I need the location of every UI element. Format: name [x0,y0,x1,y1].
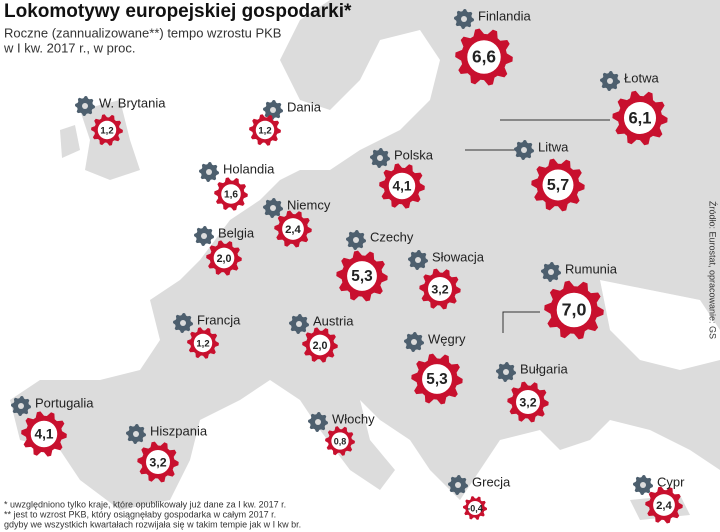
small-gear-hole [296,321,302,327]
title: Lokomotywy europejskiej gospodarki* [4,1,352,22]
country-name: Czechy [370,229,414,244]
gear-centre [653,494,675,516]
value-label: 3,2 [431,282,448,296]
country-name: Hiszpania [150,423,208,438]
value-label: 2,4 [656,500,672,512]
small-gear-hole [206,169,212,175]
small-gear-hole [353,237,359,243]
gear-centre [542,169,574,201]
country-name: Portugalia [35,395,94,410]
footnote: ** jest to wzrost PKB, który osiągnęłaby… [4,509,276,519]
value-label: 4,1 [34,427,53,442]
small-gear-hole [455,482,461,488]
gear-centre [30,420,58,448]
small-gear-hole [548,269,554,275]
country-name: Grecja [472,474,511,489]
value-label: 3,2 [149,455,166,469]
gear-centre [282,218,304,240]
small-gear-hole [315,419,321,425]
small-gear-hole [18,403,24,409]
small-gear-hole [82,103,88,109]
black-sea [600,280,720,370]
country-name: Rumunia [565,261,618,276]
value-label: 5,7 [547,177,569,194]
small-gear-hole [411,339,417,345]
value-label: 3,2 [519,395,536,409]
value-label: 1,6 [224,190,238,201]
gear-centre [422,364,452,394]
small-gear-hole [180,320,186,326]
gear-centre [97,120,117,140]
country-name: Słowacja [432,249,485,264]
source: Źródło: Eurostat, opracowanie: GS [708,201,718,339]
value-label: 1,2 [196,339,209,350]
gear-centre [221,184,241,204]
subtitle: w I kw. 2017 r., w proc. [3,40,136,55]
country-name: Niemcy [287,197,331,212]
small-gear-hole [415,257,421,263]
country-name: Bułgaria [520,361,568,376]
value-label: 2,0 [313,340,328,352]
small-gear-hole [607,78,613,84]
gear-centre [347,261,377,291]
value-label: 7,0 [562,300,587,320]
ireland [60,125,80,158]
value-label: 5,3 [351,268,372,285]
value-label: 4,1 [392,179,411,194]
value-label: -0,4 [467,503,483,513]
gear-centre [556,292,592,328]
country-name: Łotwa [624,70,659,85]
value-label: 0,8 [334,436,347,446]
small-gear-hole [503,369,509,375]
country-name: Węgry [428,331,466,346]
country-name: W. Brytania [99,95,166,110]
subtitle: Roczne (zannualizowane**) tempo wzrostu … [4,25,281,40]
gear-centre [428,277,452,301]
land [10,0,720,520]
gear-centre [468,501,482,515]
value-label: 6,6 [472,47,496,67]
value-label: 5,3 [426,371,447,388]
country-name: Polska [394,147,434,162]
small-gear-hole [270,107,276,113]
country-name: Dania [287,99,322,114]
value-label: 2,0 [217,253,232,265]
gear-centre [516,390,540,414]
gear-centre [255,120,275,140]
gear-centre [193,333,213,353]
small-gear-hole [377,155,383,161]
gear-centre [309,334,331,356]
value-label: 6,1 [628,108,651,127]
gear-centre [213,247,235,269]
small-gear-hole [270,205,276,211]
small-gear-hole [201,233,207,239]
footnote: * uwzględniono tylko kraje, które opubli… [4,499,286,509]
gear-centre [146,450,170,474]
small-gear-hole [461,16,467,22]
small-gear-hole [640,482,646,488]
country-name: Holandia [223,161,275,176]
footnote: gdyby we wszystkich kwartałach rozwijała… [4,519,301,529]
small-gear-hole [521,147,527,153]
country-name: Belgia [218,225,255,240]
country-name: Finlandia [478,8,532,23]
small-gear-hole [133,431,139,437]
country-name: Francja [197,312,241,327]
country-name: Austria [313,313,354,328]
country-name: Włochy [332,411,375,426]
gear-centre [623,101,657,135]
value-label: 2,4 [285,224,301,236]
gear-centre [467,40,501,74]
value-label: 1,2 [100,126,113,137]
gear-centre [388,172,416,200]
country-name: Cypr [657,474,685,489]
gear-centre [331,432,349,450]
leader-line [502,311,540,333]
value-label: 1,2 [258,126,271,137]
continent [10,0,720,510]
country-name: Litwa [538,139,569,154]
